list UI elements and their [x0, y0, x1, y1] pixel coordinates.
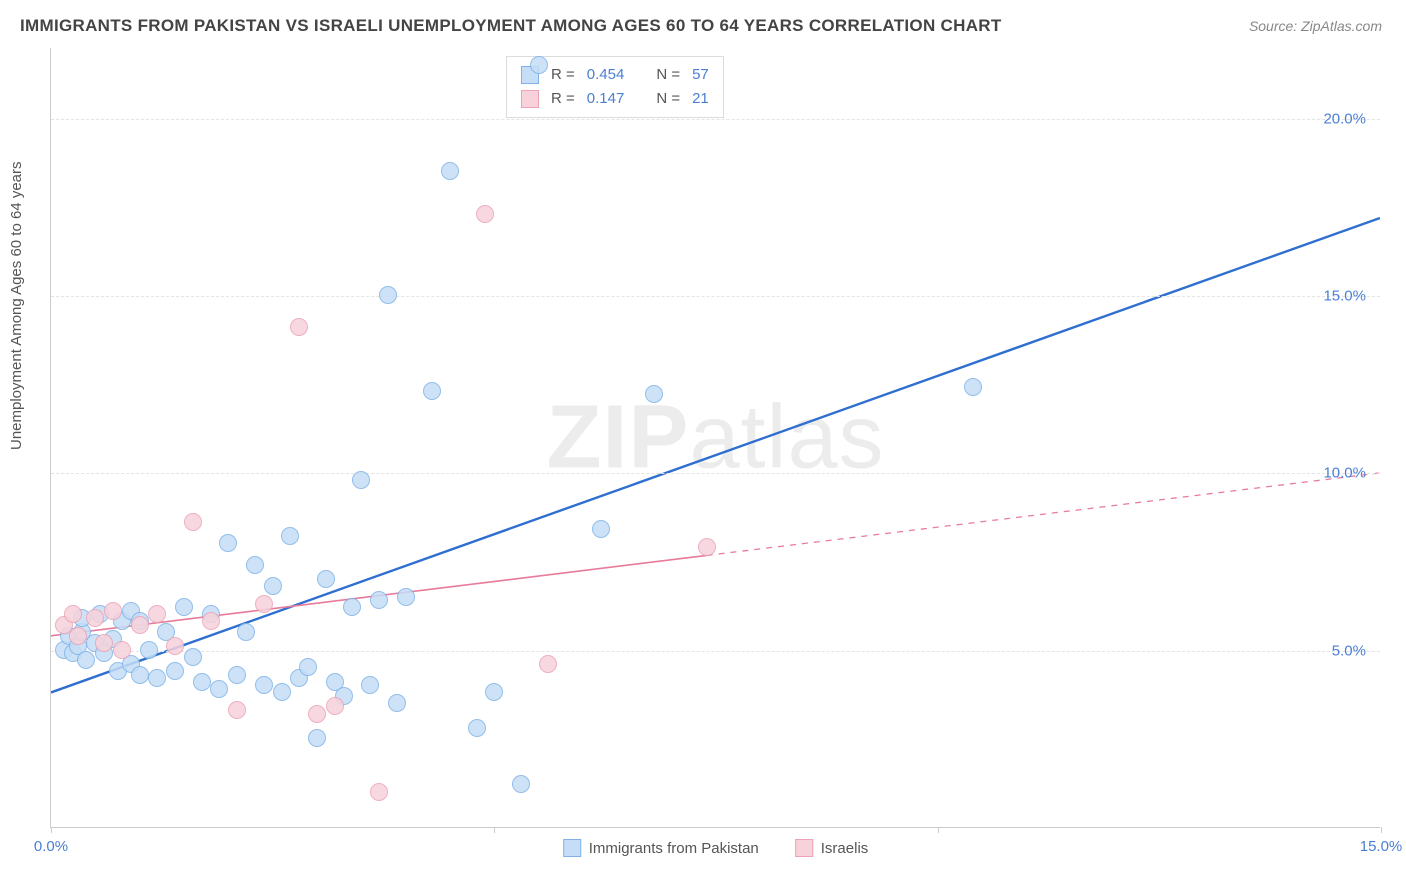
- stats-r-val-1: 0.147: [587, 87, 625, 111]
- regression-line-dashed-israelis: [707, 473, 1380, 556]
- scatter-point-israelis: [86, 609, 104, 627]
- y-tick-label: 10.0%: [1323, 465, 1366, 482]
- scatter-point-pakistan: [397, 588, 415, 606]
- scatter-point-pakistan: [308, 729, 326, 747]
- regression-line-pakistan: [51, 218, 1380, 692]
- scatter-point-pakistan: [352, 471, 370, 489]
- x-tick: [938, 827, 939, 833]
- series-legend: Immigrants from Pakistan Israelis: [563, 839, 869, 857]
- scatter-point-pakistan: [246, 556, 264, 574]
- scatter-point-israelis: [69, 627, 87, 645]
- x-tick: [494, 827, 495, 833]
- scatter-point-pakistan: [468, 719, 486, 737]
- scatter-point-israelis: [255, 595, 273, 613]
- y-tick-label: 15.0%: [1323, 288, 1366, 305]
- scatter-point-israelis: [326, 697, 344, 715]
- scatter-point-pakistan: [184, 648, 202, 666]
- series-swatch-0: [563, 839, 581, 857]
- gridline: [51, 473, 1380, 474]
- scatter-point-pakistan: [964, 378, 982, 396]
- gridline: [51, 651, 1380, 652]
- scatter-point-pakistan: [388, 694, 406, 712]
- scatter-point-pakistan: [343, 598, 361, 616]
- scatter-point-pakistan: [530, 56, 548, 74]
- scatter-point-israelis: [476, 205, 494, 223]
- scatter-point-pakistan: [592, 520, 610, 538]
- scatter-point-pakistan: [175, 598, 193, 616]
- scatter-point-israelis: [95, 634, 113, 652]
- series-legend-item-0: Immigrants from Pakistan: [563, 839, 759, 857]
- scatter-point-pakistan: [237, 623, 255, 641]
- regression-lines-svg: [51, 48, 1380, 827]
- scatter-point-israelis: [308, 705, 326, 723]
- scatter-point-israelis: [166, 637, 184, 655]
- scatter-point-israelis: [370, 783, 388, 801]
- series-swatch-1: [795, 839, 813, 857]
- stats-n-val-0: 57: [692, 63, 709, 87]
- scatter-point-israelis: [104, 602, 122, 620]
- y-tick-label: 5.0%: [1332, 642, 1366, 659]
- y-tick-label: 20.0%: [1323, 110, 1366, 127]
- stats-r-label-0: R =: [551, 63, 575, 87]
- x-tick: [51, 827, 52, 833]
- scatter-point-pakistan: [281, 527, 299, 545]
- scatter-point-pakistan: [370, 591, 388, 609]
- stats-r-val-0: 0.454: [587, 63, 625, 87]
- scatter-point-pakistan: [131, 666, 149, 684]
- gridline: [51, 119, 1380, 120]
- watermark-bold: ZIP: [546, 387, 689, 487]
- scatter-point-pakistan: [299, 658, 317, 676]
- scatter-point-israelis: [64, 605, 82, 623]
- scatter-point-israelis: [131, 616, 149, 634]
- scatter-point-israelis: [228, 701, 246, 719]
- scatter-point-pakistan: [193, 673, 211, 691]
- scatter-point-pakistan: [379, 286, 397, 304]
- scatter-point-pakistan: [255, 676, 273, 694]
- series-legend-item-1: Israelis: [795, 839, 869, 857]
- scatter-point-pakistan: [485, 683, 503, 701]
- stats-n-label-0: N =: [656, 63, 680, 87]
- scatter-point-pakistan: [423, 382, 441, 400]
- x-tick-label: 0.0%: [34, 838, 68, 855]
- stats-legend-row-0: R = 0.454 N = 57: [521, 63, 709, 87]
- scatter-point-pakistan: [140, 641, 158, 659]
- scatter-point-pakistan: [317, 570, 335, 588]
- scatter-point-israelis: [184, 513, 202, 531]
- x-tick: [1381, 827, 1382, 833]
- series-label-1: Israelis: [821, 840, 869, 857]
- stats-swatch-1: [521, 90, 539, 108]
- scatter-point-israelis: [539, 655, 557, 673]
- scatter-point-pakistan: [273, 683, 291, 701]
- scatter-point-pakistan: [77, 651, 95, 669]
- series-label-0: Immigrants from Pakistan: [589, 840, 759, 857]
- scatter-point-israelis: [148, 605, 166, 623]
- scatter-point-israelis: [698, 538, 716, 556]
- scatter-point-israelis: [113, 641, 131, 659]
- scatter-point-israelis: [202, 612, 220, 630]
- stats-n-label-1: N =: [656, 87, 680, 111]
- scatter-point-israelis: [290, 318, 308, 336]
- scatter-point-pakistan: [512, 775, 530, 793]
- scatter-point-pakistan: [441, 162, 459, 180]
- stats-n-val-1: 21: [692, 87, 709, 111]
- scatter-point-pakistan: [148, 669, 166, 687]
- scatter-point-pakistan: [219, 534, 237, 552]
- plot-area: ZIPatlas R = 0.454 N = 57 R = 0.147 N = …: [50, 48, 1380, 828]
- x-tick-label: 15.0%: [1360, 838, 1403, 855]
- stats-legend-row-1: R = 0.147 N = 21: [521, 87, 709, 111]
- scatter-point-pakistan: [166, 662, 184, 680]
- scatter-point-pakistan: [264, 577, 282, 595]
- scatter-point-pakistan: [645, 385, 663, 403]
- source-attribution: Source: ZipAtlas.com: [1249, 18, 1382, 34]
- watermark-rest: atlas: [689, 387, 884, 487]
- gridline: [51, 296, 1380, 297]
- chart-title: IMMIGRANTS FROM PAKISTAN VS ISRAELI UNEM…: [20, 16, 1002, 36]
- scatter-point-pakistan: [228, 666, 246, 684]
- scatter-point-pakistan: [361, 676, 379, 694]
- stats-r-label-1: R =: [551, 87, 575, 111]
- scatter-point-pakistan: [210, 680, 228, 698]
- y-axis-label: Unemployment Among Ages 60 to 64 years: [8, 161, 25, 450]
